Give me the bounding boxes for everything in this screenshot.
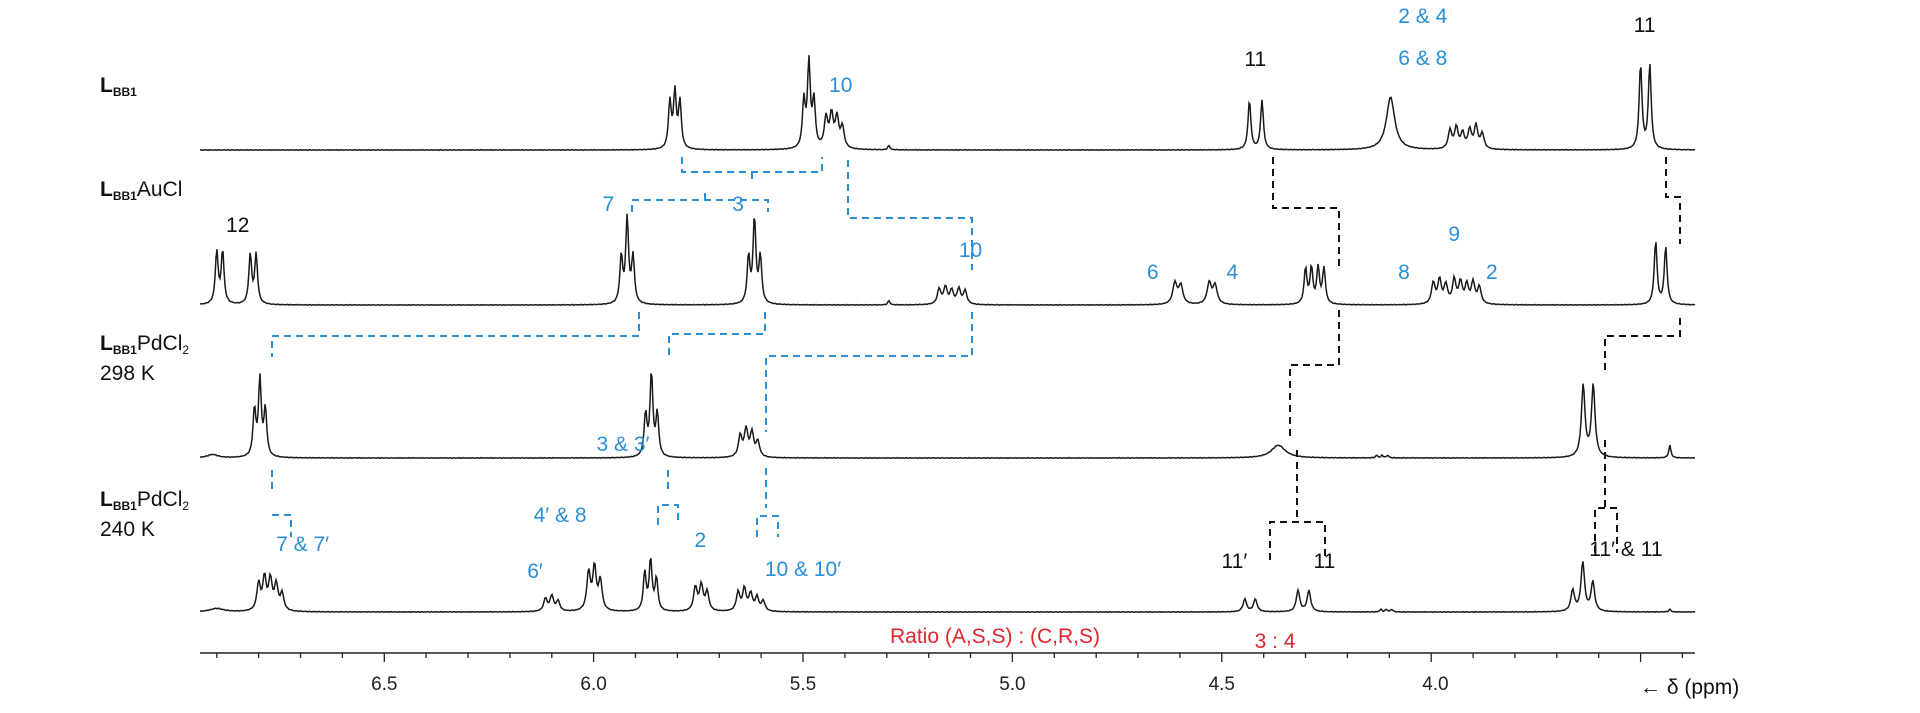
peak-label-12: 8 (1398, 261, 1410, 284)
peak-label-1: 10 (829, 74, 852, 97)
peak-label-23: 11′ & 11 (1589, 538, 1662, 561)
x-axis-title: ← δ (ppm) (1640, 676, 1739, 699)
peak-label-8: 3 (732, 193, 744, 216)
peak-label-9: 10 (959, 239, 982, 262)
temperature-label: 298 K (100, 362, 155, 385)
peak-label-7: 7 (602, 193, 614, 216)
correlation-connector-15 (1272, 157, 1340, 271)
correlation-connector-20 (1604, 318, 1681, 375)
correlation-connector-6 (271, 312, 640, 357)
peak-label-19: 2 (695, 529, 707, 552)
spectrum-label-2: LBB1AuCl (100, 178, 183, 203)
spectrum-label-4: LBB1PdCl2 240 K (100, 488, 190, 541)
peak-label-13: 9 (1448, 223, 1460, 246)
peak-label-14: 2 (1486, 261, 1498, 284)
spectrum-trace-3 (199, 373, 1696, 460)
peak-label-2: 11 (1244, 48, 1266, 71)
x-tick-label: 6.0 (580, 674, 606, 695)
ppm-axis: 6.5 6.0 5.5 5.0 4.5 4.0 Ratio (A,S,S) : (C,R,… (200, 625, 1739, 699)
ratio-value: 3 : 4 (1255, 630, 1296, 653)
x-tick-label: 6.5 (371, 674, 397, 695)
correlation-connector-18 (1269, 521, 1326, 560)
peak-label-16: 7 & 7′ (276, 533, 329, 556)
peak-label-21: 11′ (1222, 550, 1248, 573)
spectrum-label-3: LBB1PdCl2 298 K (100, 332, 190, 385)
peak-label-15: 3 & 3′ (597, 433, 650, 456)
spectrum-trace-2 (199, 213, 1696, 307)
peak-label-6: 12 (226, 214, 249, 237)
spectrum-label-1: LBB1 (100, 74, 137, 99)
peak-correlation-connectors (271, 157, 1681, 560)
x-tick-label: 5.5 (790, 674, 816, 695)
correlation-connector-19 (1665, 157, 1681, 244)
correlation-connector-3 (631, 199, 769, 212)
peak-label-3: 2 & 4 (1398, 5, 1447, 28)
peak-assignment-labels: 10 11 2 & 4 6 & 8 11 12 7 3 10 6 4 8 9 2 3 & 3′ 7 & 7′ 4… (226, 5, 1662, 583)
correlation-connector-22 (1594, 507, 1618, 553)
x-tick-label: 4.0 (1422, 674, 1448, 695)
spectrum-traces (199, 55, 1696, 614)
correlation-connector-16 (1289, 310, 1340, 440)
spectrum-trace-4 (199, 558, 1696, 614)
x-axis-ticks: 6.5 6.0 5.5 5.0 4.5 4.0 (216, 653, 1684, 695)
correlation-connector-10 (272, 514, 292, 537)
correlation-connector-1 (681, 157, 823, 173)
correlation-connector-5 (847, 160, 973, 270)
correlation-connector-14 (756, 515, 779, 537)
peak-label-5: 11 (1634, 14, 1656, 37)
spectrum-trace-1 (199, 55, 1696, 152)
peak-label-4: 6 & 8 (1398, 47, 1447, 70)
peak-label-17: 4′ & 8 (534, 504, 587, 527)
correlation-connector-8 (765, 312, 973, 432)
peak-label-10: 6 (1147, 261, 1159, 284)
ratio-label: Ratio (A,S,S) : (C,R,S) (890, 625, 1100, 648)
temperature-label: 240 K (100, 518, 155, 541)
peak-label-18: 6′ (527, 560, 543, 583)
peak-label-20: 10 & 10′ (765, 558, 841, 581)
peak-label-22: 11 (1313, 550, 1335, 573)
correlation-connector-7 (668, 312, 766, 357)
x-tick-label: 5.0 (999, 674, 1025, 695)
correlation-connector-12 (657, 504, 679, 525)
peak-label-11: 4 (1226, 261, 1238, 284)
x-tick-label: 4.5 (1209, 674, 1235, 695)
